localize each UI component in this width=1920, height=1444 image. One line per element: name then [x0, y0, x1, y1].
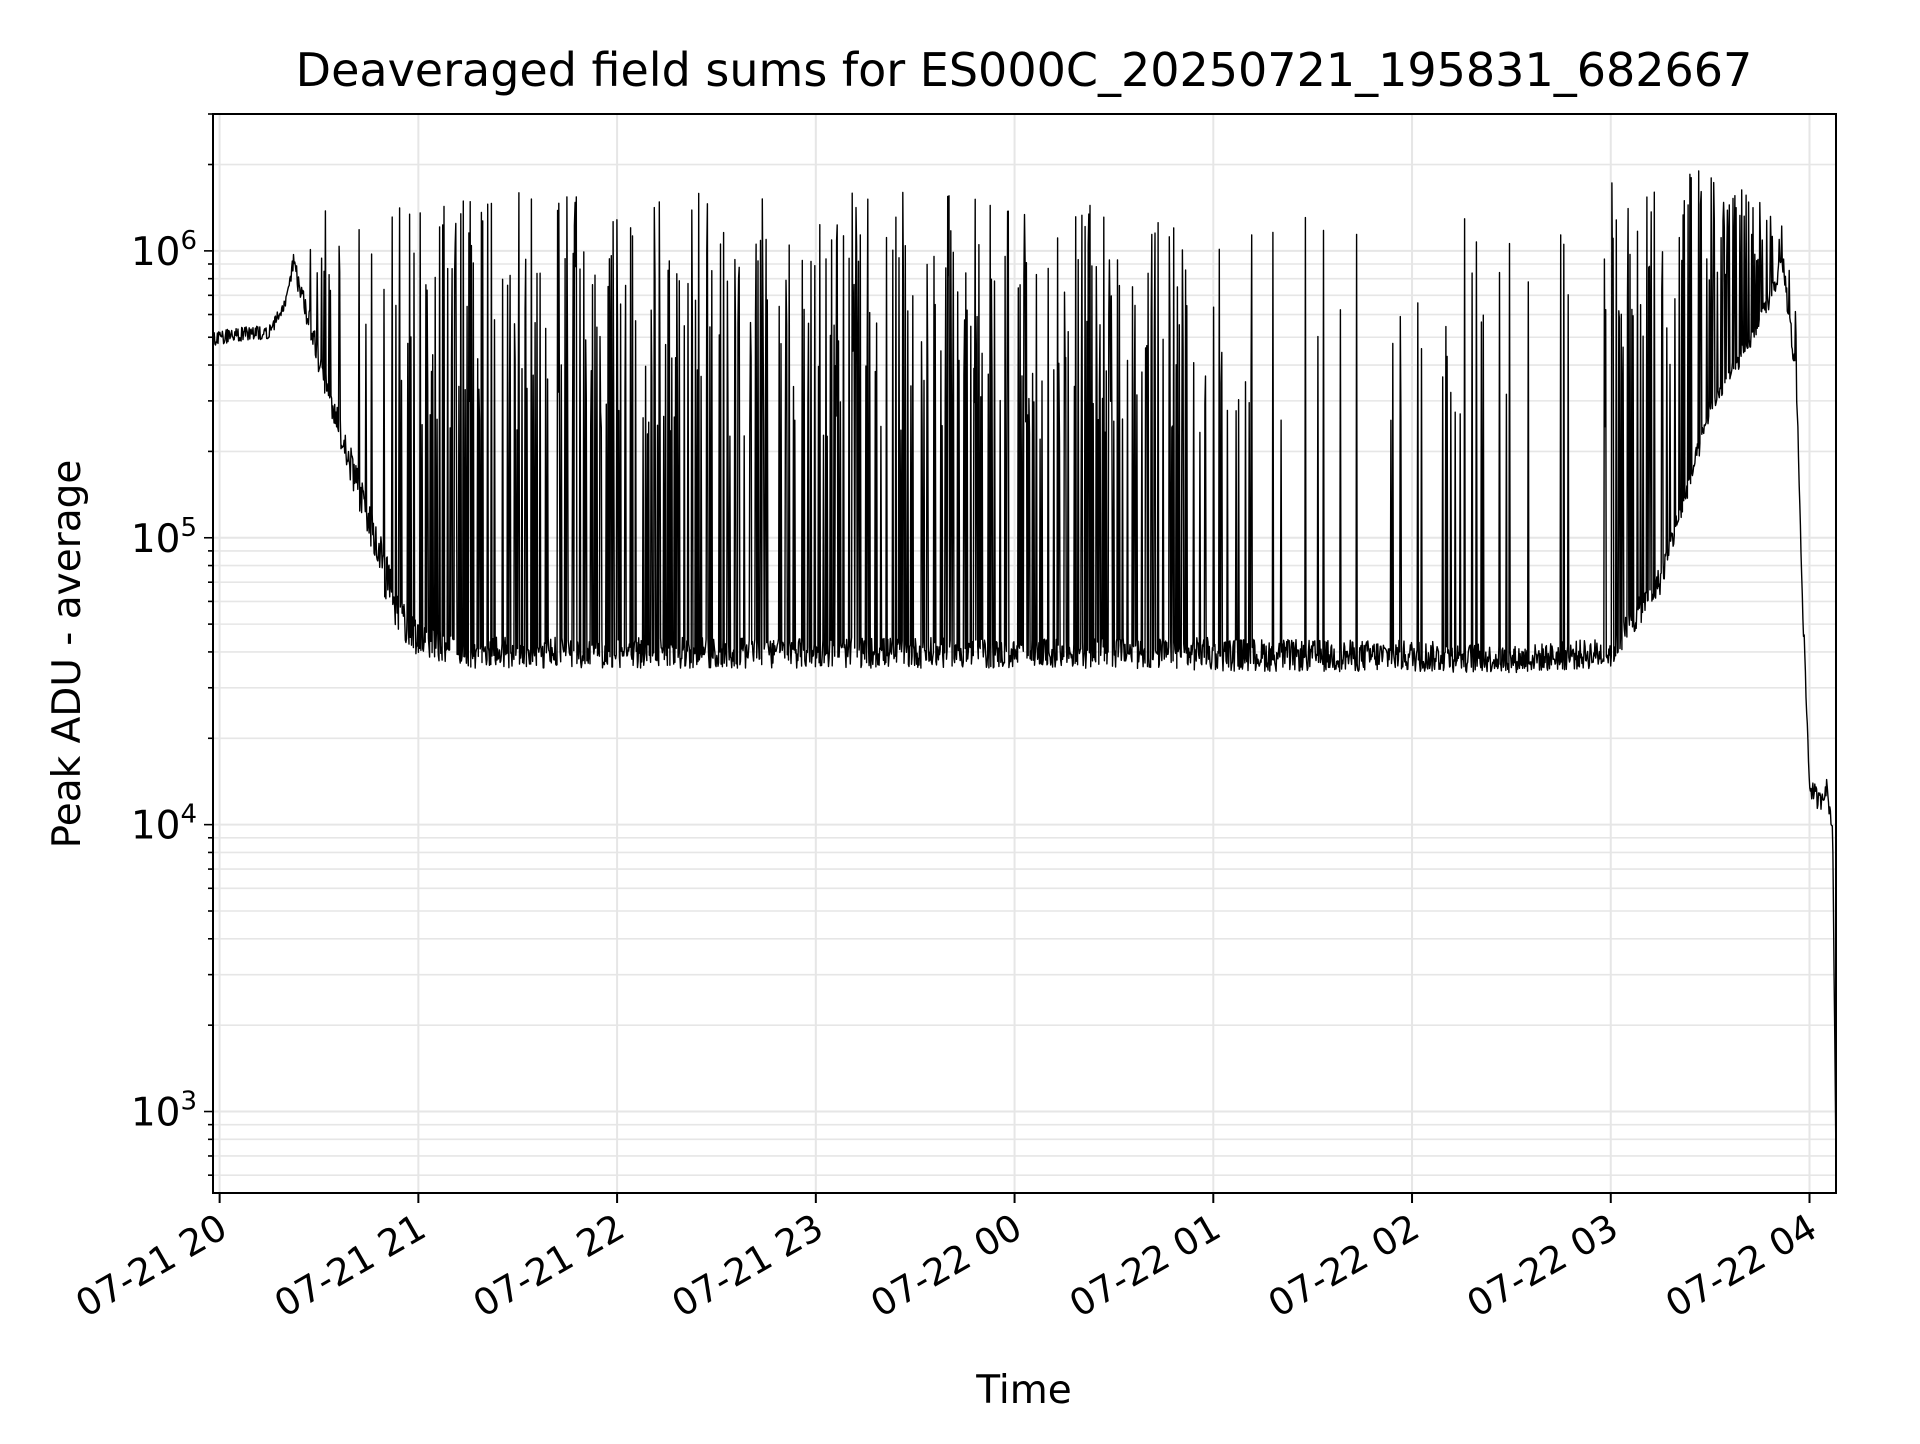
y-tick-label: 104 — [131, 800, 197, 849]
y-tick-label: 106 — [131, 226, 197, 275]
plot-frame — [212, 113, 1837, 1194]
y-tick-label: 105 — [131, 513, 197, 562]
chart-title: Deaveraged field sums for ES000C_2025072… — [296, 43, 1753, 97]
y-tick-label: 103 — [131, 1087, 197, 1136]
y-axis-label: Peak ADU - average — [45, 460, 90, 849]
x-axis-label: Time — [975, 1368, 1071, 1413]
series-line — [212, 170, 1837, 1166]
